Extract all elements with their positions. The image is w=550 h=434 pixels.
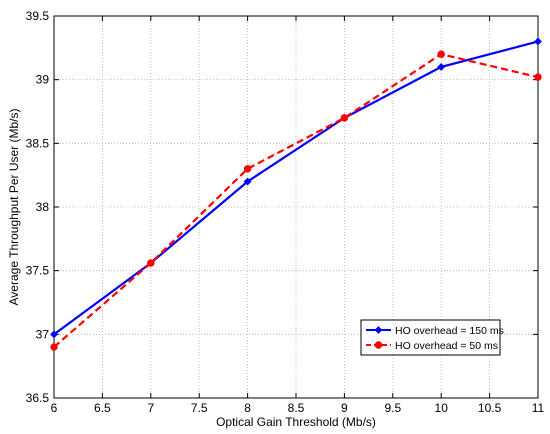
- y-tick-label: 37.5: [26, 264, 50, 278]
- y-tick-label: 36.5: [26, 391, 50, 405]
- legend-swatch-marker: [374, 326, 383, 334]
- data-point-marker: [243, 165, 252, 173]
- axis-ticks: 6 6.5 7 7.5 8 8.5 9 9.5 10 10.5 11 36.5 37 37.5 38 38.5…: [26, 9, 545, 415]
- legend-label: HO overhead = 150 ms: [395, 325, 504, 337]
- x-tick-label: 8: [244, 401, 251, 415]
- x-tick-label: 11: [532, 401, 545, 415]
- legend-item: HO overhead = 150 ms: [366, 325, 504, 337]
- x-tick-label: 6.5: [94, 401, 111, 415]
- y-tick-label: 38.5: [26, 136, 50, 150]
- data-point-marker: [243, 177, 252, 186]
- data-point-marker: [50, 343, 58, 351]
- legend-box: [360, 319, 501, 356]
- legend: HO overhead = 150 ms HO overhead = 50 ms: [360, 319, 504, 356]
- legend-label: HO overhead = 50 ms: [395, 340, 498, 352]
- x-tick-label: 8.5: [288, 401, 305, 415]
- series-line: [53, 53, 539, 348]
- y-tick-label: 39: [36, 73, 50, 87]
- x-tick-label: 7.5: [191, 401, 208, 415]
- data-point-marker: [340, 114, 349, 122]
- data-point-marker: [534, 37, 542, 46]
- x-tick-label: 6: [51, 401, 58, 415]
- y-tick-label: 38: [36, 200, 50, 214]
- legend-item: HO overhead = 50 ms: [366, 340, 498, 352]
- y-axis-label: Average Throughput Per User (Mb/s): [7, 109, 21, 306]
- data-point-marker: [437, 50, 445, 58]
- data-point-marker: [50, 330, 58, 339]
- y-tick-label: 39.5: [26, 9, 50, 23]
- data-point-marker: [534, 73, 542, 81]
- x-axis-label: Optical Gain Threshold (Mb/s): [216, 415, 376, 429]
- series-lines: [50, 37, 542, 351]
- x-tick-label: 7: [147, 401, 154, 415]
- series-2: [50, 50, 542, 351]
- x-tick-label: 10: [435, 401, 449, 415]
- series-line: [53, 40, 539, 336]
- data-point-marker: [147, 259, 155, 267]
- legend-swatch-marker: [374, 341, 383, 349]
- y-tick-label: 37: [36, 327, 50, 341]
- x-tick-label: 9.5: [384, 401, 401, 415]
- x-tick-label: 9: [341, 401, 348, 415]
- data-point-marker: [437, 63, 446, 71]
- x-tick-label: 10.5: [478, 401, 502, 415]
